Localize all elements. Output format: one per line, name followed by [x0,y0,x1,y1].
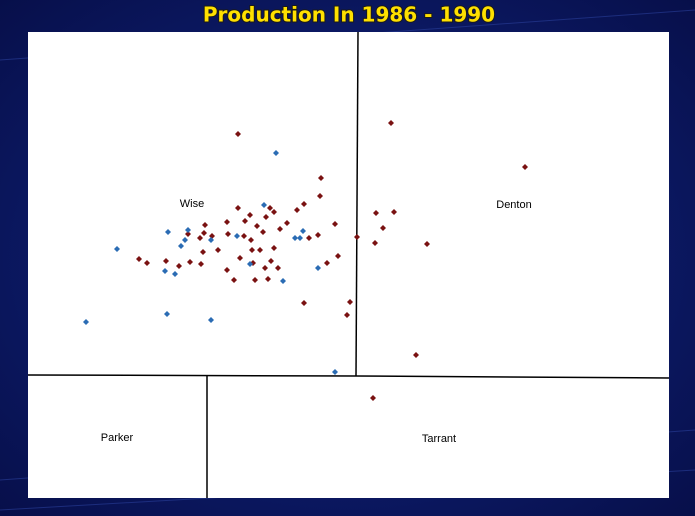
well-point [200,249,206,255]
well-point [208,237,214,243]
well-point [198,261,204,267]
well-point [185,231,191,237]
well-point [237,255,243,261]
map-title: Production In 1986 - 1990 [203,3,495,27]
well-point [277,226,283,232]
well-point [388,120,394,126]
well-point [234,233,240,239]
well-point [231,277,237,283]
well-point [201,230,207,236]
well-point [83,319,89,325]
well-point [273,150,279,156]
well-point [372,240,378,246]
well-point [294,207,300,213]
well-points [83,120,528,401]
well-point [263,214,269,220]
well-point [292,235,298,241]
map-area [28,32,669,498]
well-point [185,227,191,233]
well-point [136,256,142,262]
well-point [413,352,419,358]
county-border [27,374,670,379]
well-point [301,300,307,306]
well-point [144,260,150,266]
well-point [164,311,170,317]
well-point [260,229,266,235]
well-point [332,369,338,375]
well-point [317,193,323,199]
well-point [271,245,277,251]
well-point [254,223,260,229]
well-point [257,247,263,253]
well-point [267,205,273,211]
well-point [162,268,168,274]
well-point [208,317,214,323]
well-point [318,175,324,181]
well-point [215,247,221,253]
county-border [355,31,359,377]
well-point [522,164,528,170]
well-point [224,219,230,225]
well-point [247,261,253,267]
well-point [197,235,203,241]
well-point [261,202,267,208]
well-point [224,267,230,273]
well-point [324,260,330,266]
well-point [172,271,178,277]
well-point [187,259,193,265]
well-point [347,299,353,305]
well-point [380,225,386,231]
well-point [235,131,241,137]
well-point [332,221,338,227]
well-point [301,201,307,207]
well-point [202,222,208,228]
well-point [297,235,303,241]
well-point [315,232,321,238]
well-point [344,312,350,318]
well-point [262,265,268,271]
well-point [354,234,360,240]
well-point [225,231,231,237]
well-point [241,233,247,239]
well-point [248,237,254,243]
well-point [249,247,255,253]
well-point [306,235,312,241]
well-point [247,212,253,218]
well-point [424,241,430,247]
county-label: Parker [101,432,134,444]
well-point [114,246,120,252]
well-point [268,258,274,264]
well-point [182,237,188,243]
well-point [265,276,271,282]
county-label: Denton [496,199,531,211]
well-point [242,218,248,224]
well-point [165,229,171,235]
well-point [176,263,182,269]
well-point [163,258,169,264]
well-point [315,265,321,271]
well-point [271,209,277,215]
well-point [391,209,397,215]
county-label: Wise [180,198,204,210]
well-point [275,265,281,271]
well-point [370,395,376,401]
well-point [373,210,379,216]
well-point [300,228,306,234]
well-point [284,220,290,226]
well-point [235,205,241,211]
county-label: Tarrant [422,433,456,445]
well-point [335,253,341,259]
well-point [252,277,258,283]
well-point [178,243,184,249]
well-point [280,278,286,284]
